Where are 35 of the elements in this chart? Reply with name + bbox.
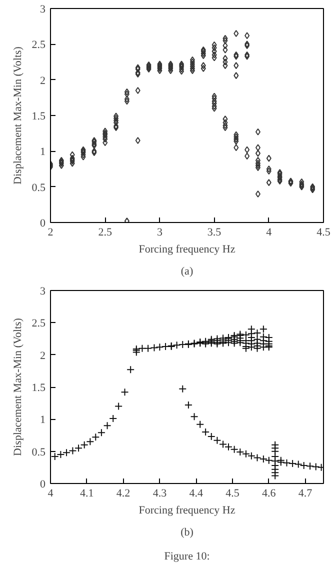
y-tick-label: 1.5 — [32, 382, 46, 394]
x-tick-label: 2.5 — [98, 226, 112, 238]
y-axis-title: Displacement Max-Min (Volts) — [12, 46, 24, 184]
x-axis-title: Forcing frequency Hz — [138, 504, 236, 516]
y-axis-title: Displacement Max-Min (Volts) — [12, 318, 24, 456]
y-tick-label: 3 — [40, 4, 46, 16]
y-tick-label: 0.5 — [32, 446, 46, 458]
y-tick-label: 1.5 — [32, 110, 46, 122]
x-tick-label: 3 — [156, 226, 163, 238]
caption: Figure 10: — [164, 550, 210, 562]
y-tick-label: 0 — [40, 478, 46, 490]
y-tick-label: 2 — [40, 74, 46, 87]
text: (b) — [180, 526, 194, 538]
y-tick-label: 3 — [40, 286, 46, 298]
y-tick-label: 2.5 — [32, 39, 46, 52]
text: (a) — [180, 266, 194, 278]
y-tick-label: 0.5 — [32, 182, 46, 194]
y-tick-label: 1 — [40, 414, 46, 426]
y-tick-label: 1 — [40, 146, 46, 158]
x-tick-label: 3.5 — [207, 226, 222, 238]
x-tick-label: 4.6 — [262, 488, 276, 500]
x-tick-label: 4 — [266, 226, 272, 238]
y-tick-label: 2.5 — [32, 318, 46, 330]
x-tick-label: 4.7 — [298, 488, 313, 500]
x-tick-label: 4 — [48, 488, 54, 500]
x-tick-label: 4.2 — [116, 488, 130, 500]
x-tick-label: 4.5 — [316, 226, 331, 238]
x-tick-label: 4.3 — [152, 488, 168, 500]
y-tick-label: 2 — [40, 350, 46, 362]
x-tick-label: 4.1 — [80, 488, 94, 500]
x-tick-label: 4.4 — [189, 488, 204, 500]
x-tick-label: 4.5 — [226, 488, 240, 500]
x-axis-title: Forcing frequency Hz — [138, 244, 236, 256]
x-tick-label: 2 — [48, 226, 54, 238]
y-tick-label: 0 — [40, 218, 46, 230]
